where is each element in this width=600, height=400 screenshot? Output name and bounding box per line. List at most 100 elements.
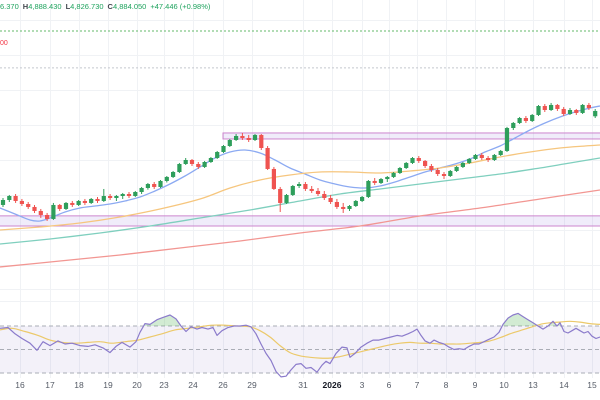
candle — [240, 136, 245, 138]
candle — [303, 184, 308, 189]
time-axis-label[interactable]: 8 — [444, 380, 449, 390]
time-axis-label[interactable]: 10 — [499, 380, 509, 390]
support-resistance-zones — [0, 132, 600, 227]
time-axis-label[interactable]: 26 — [218, 380, 228, 390]
candle — [208, 158, 213, 162]
candle — [139, 188, 144, 192]
candle — [145, 184, 150, 188]
candle — [404, 162, 409, 168]
candle — [467, 158, 472, 163]
candle — [549, 104, 554, 110]
candle — [366, 180, 371, 197]
time-axis-label[interactable]: 23 — [159, 380, 169, 390]
time-axis-label[interactable]: 29 — [247, 380, 257, 390]
time-axis-label[interactable]: 14 — [559, 380, 569, 390]
candle — [7, 196, 12, 200]
time-axis-label[interactable]: 3 — [360, 380, 365, 390]
candle — [347, 206, 352, 209]
time-axis-label[interactable]: 24 — [188, 380, 198, 390]
candle — [45, 214, 50, 219]
time-axis-label[interactable]: 31 — [298, 380, 308, 390]
candle — [511, 122, 516, 128]
candle — [523, 118, 528, 121]
candle — [189, 160, 195, 164]
candle — [246, 138, 251, 140]
ma-mid-line — [0, 144, 600, 231]
ohlc-legend: 6.370 H4,888.430 L4,826.730 C4,884.050 +47.4… — [0, 2, 210, 11]
legend-low-label: L — [65, 2, 71, 11]
time-axis-label[interactable]: 2026 — [323, 380, 342, 390]
legend-high-label: H — [22, 2, 29, 11]
candle — [586, 104, 591, 108]
candle — [89, 198, 94, 203]
ma-fast-line — [0, 105, 600, 222]
time-axis-label[interactable]: 7 — [415, 380, 420, 390]
candle — [82, 200, 87, 203]
candle — [63, 202, 69, 209]
candle — [454, 166, 459, 171]
time-axis-label[interactable]: 13 — [528, 380, 538, 390]
candle — [126, 194, 132, 196]
legend-low-value: 4,826.730 — [70, 2, 104, 11]
candle — [391, 172, 396, 177]
time-axis-label[interactable]: 18 — [74, 380, 84, 390]
candle — [397, 168, 402, 173]
candle — [171, 172, 176, 177]
candle — [271, 168, 276, 189]
candle — [385, 176, 390, 180]
candle — [423, 160, 428, 166]
candle — [353, 200, 358, 206]
candle — [334, 202, 339, 207]
time-axis-label[interactable]: 6 — [387, 380, 392, 390]
grid-lines — [0, 0, 600, 378]
candle — [460, 162, 465, 167]
candle — [120, 194, 125, 196]
candle — [341, 206, 346, 209]
candle — [234, 136, 239, 140]
candle — [38, 210, 43, 215]
candle — [517, 118, 522, 123]
candle — [19, 200, 24, 204]
candle — [360, 196, 365, 201]
candle — [114, 196, 119, 198]
candle — [473, 154, 478, 159]
candle — [259, 134, 264, 148]
candle — [70, 202, 75, 205]
candle — [542, 106, 547, 110]
price-label-partial: 00 — [0, 40, 8, 47]
candle — [227, 140, 232, 146]
time-axis-label[interactable]: 19 — [103, 380, 113, 390]
time-axis-label[interactable]: 15 — [587, 380, 597, 390]
candle — [416, 158, 421, 161]
candle — [290, 186, 295, 195]
candle — [580, 104, 585, 113]
candle — [429, 166, 434, 170]
time-axis-label[interactable]: 17 — [45, 380, 55, 390]
candle — [108, 196, 113, 198]
candle — [536, 106, 541, 115]
candle — [177, 164, 182, 172]
candle — [486, 158, 491, 160]
time-axis-label[interactable]: 20 — [132, 380, 142, 390]
candle — [196, 164, 201, 167]
candle — [530, 114, 535, 121]
candle — [76, 200, 81, 205]
candle — [164, 176, 169, 181]
price-level-lines — [0, 30, 600, 69]
candle — [101, 196, 106, 201]
legend-high-value: 4,888.430 — [28, 2, 62, 11]
time-axis-label[interactable]: 9 — [473, 380, 478, 390]
candle — [158, 180, 163, 187]
candle — [183, 160, 188, 164]
candle — [13, 196, 18, 201]
candle — [152, 184, 157, 187]
candle — [328, 198, 333, 202]
candle — [593, 110, 598, 117]
candle — [133, 192, 138, 196]
ma-slow-line — [0, 157, 600, 245]
candle — [372, 180, 377, 183]
time-axis-label[interactable]: 16 — [15, 380, 25, 390]
candle — [32, 206, 37, 211]
